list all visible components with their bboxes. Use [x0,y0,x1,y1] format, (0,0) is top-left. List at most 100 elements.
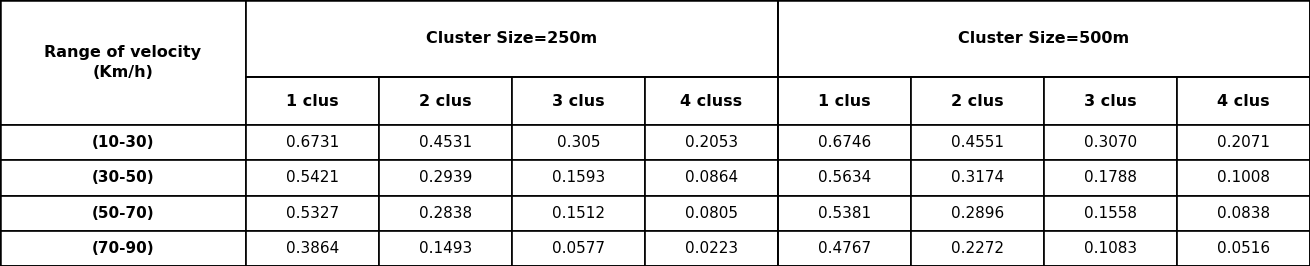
Bar [645,125,778,160]
Text: 0.4767: 0.4767 [817,241,871,256]
Bar [246,160,379,196]
Text: 0.5421: 0.5421 [286,171,339,185]
Bar [910,77,1044,125]
Bar [645,196,778,231]
Bar [645,231,778,266]
Text: 2 clus: 2 clus [419,94,472,109]
Bar [1044,77,1176,125]
Bar [778,231,910,266]
Text: 1 clus: 1 clus [819,94,871,109]
Bar [778,0,1310,77]
Bar [0,125,246,160]
Bar [910,196,1044,231]
Text: 0.1493: 0.1493 [419,241,472,256]
Bar [0,231,246,266]
Bar [512,196,645,231]
Text: 0.0838: 0.0838 [1217,206,1271,221]
Bar [1044,77,1176,125]
Bar [379,196,512,231]
Bar [0,196,246,231]
Bar [0,160,246,196]
Text: 0.0864: 0.0864 [685,171,738,185]
Bar [645,77,778,125]
Bar [645,196,778,231]
Text: 0.2071: 0.2071 [1217,135,1269,150]
Bar [379,77,512,125]
Text: 0.1083: 0.1083 [1083,241,1137,256]
Text: 0.3864: 0.3864 [286,241,339,256]
Bar [778,160,910,196]
Bar [1176,77,1310,125]
Bar [645,77,778,125]
Bar [379,160,512,196]
Bar [246,77,379,125]
Bar [1176,231,1310,266]
Bar [0,196,246,231]
Bar [512,231,645,266]
Text: 0.5634: 0.5634 [817,171,871,185]
Text: (30-50): (30-50) [92,171,155,185]
Text: 0.6746: 0.6746 [817,135,871,150]
Bar [645,125,778,160]
Bar [778,125,910,160]
Bar [778,125,910,160]
Bar [246,77,379,125]
Bar [512,231,645,266]
Bar [1044,231,1176,266]
Bar [379,196,512,231]
Bar [512,125,645,160]
Bar [645,160,778,196]
Text: 3 clus: 3 clus [552,94,605,109]
Text: 0.3174: 0.3174 [951,171,1003,185]
Bar [910,196,1044,231]
Bar [512,77,645,125]
Bar [1044,125,1176,160]
Text: 0.0805: 0.0805 [685,206,738,221]
Bar [1044,231,1176,266]
Bar [0,125,246,160]
Text: 1 clus: 1 clus [286,94,339,109]
Text: 0.6731: 0.6731 [286,135,339,150]
Bar [778,77,910,125]
Bar [1176,125,1310,160]
Bar [379,77,512,125]
Bar [379,125,512,160]
Text: Range of velocity
(Km/h): Range of velocity (Km/h) [45,45,202,80]
Text: 0.3070: 0.3070 [1083,135,1137,150]
Bar [778,196,910,231]
Bar [910,160,1044,196]
Text: 0.0577: 0.0577 [552,241,605,256]
Bar [512,125,645,160]
Bar [246,125,379,160]
Bar [512,160,645,196]
Text: 0.4551: 0.4551 [951,135,1003,150]
Bar [0,231,246,266]
Bar [910,231,1044,266]
Bar [1176,160,1310,196]
Bar [246,231,379,266]
Bar [910,125,1044,160]
Bar [778,231,910,266]
Bar [246,160,379,196]
Bar [379,231,512,266]
Bar [379,125,512,160]
Bar [379,160,512,196]
Text: 0.4531: 0.4531 [419,135,472,150]
Bar [246,196,379,231]
Bar [1044,160,1176,196]
Bar [246,231,379,266]
Bar [1176,160,1310,196]
Bar [1176,125,1310,160]
Text: 0.2053: 0.2053 [685,135,738,150]
Text: 0.0516: 0.0516 [1217,241,1271,256]
Bar [778,77,910,125]
Bar [1176,231,1310,266]
Text: 2 clus: 2 clus [951,94,1003,109]
Bar [910,77,1044,125]
Bar [512,196,645,231]
Bar [512,160,645,196]
Bar [645,231,778,266]
Text: 0.2939: 0.2939 [419,171,472,185]
Text: 0.2896: 0.2896 [951,206,1003,221]
Bar [246,0,778,77]
